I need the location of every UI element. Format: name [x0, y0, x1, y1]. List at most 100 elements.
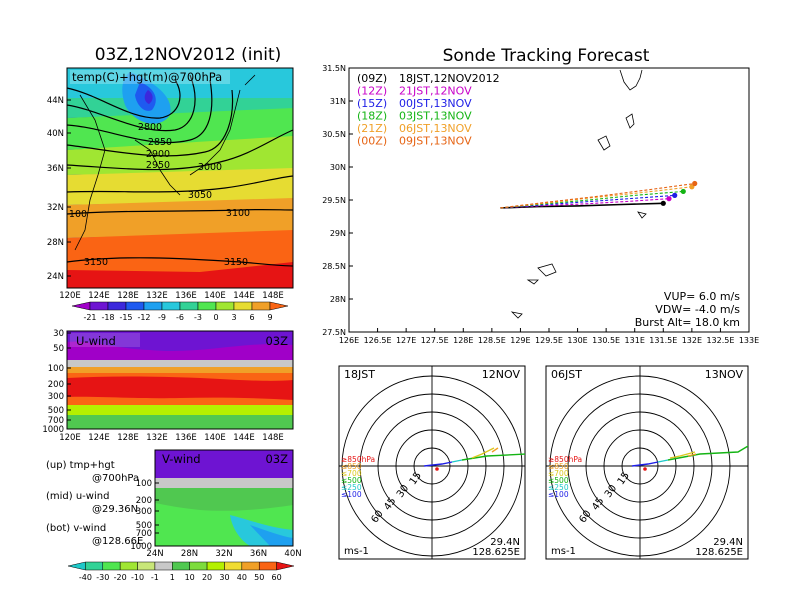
hodograph-level-label: ≤700 — [548, 469, 569, 478]
contour-label: 3100 — [226, 208, 250, 219]
hodograph-level-label: ≤850 — [548, 462, 569, 471]
pressure-tick-label: 200 — [136, 496, 152, 506]
burst-param: Burst Alt= 18.0 km — [635, 316, 740, 329]
temp-colorbar-swatch — [143, 301, 163, 311]
wind-colorbar-label: -40 — [79, 573, 92, 582]
lon-tick-label: 132E — [146, 433, 168, 443]
pressure-tick-label: 300 — [136, 507, 152, 517]
track-lat-tick-label: 27.5N — [322, 328, 346, 337]
note-line2: @700hPa — [92, 473, 139, 484]
temp-colorbar-label: 9 — [267, 313, 272, 322]
hodograph-lat: 29.4N — [713, 537, 743, 548]
wind-colorbar-label: 40 — [237, 573, 247, 582]
height-contours — [66, 74, 294, 267]
legend-text: 18JST,12NOV2012 — [399, 72, 500, 85]
track-line — [500, 198, 670, 209]
hodograph-trace — [461, 453, 525, 461]
uwind-cross-section: U-wind 03Z — [66, 330, 294, 430]
legend-code: (21Z) — [357, 122, 387, 135]
hodograph-unit: ms-1 — [344, 546, 369, 557]
track-lon-tick-label: 131.5E — [649, 336, 677, 345]
map-lat-axis: 44N 40N 36N 32N 28N 24N — [47, 96, 71, 282]
lon-tick-label: 140E — [204, 291, 226, 301]
hodograph-time: 18JST — [344, 368, 375, 381]
track-lon-tick-label: 126E — [339, 336, 359, 345]
hodograph-trace — [451, 459, 463, 463]
hodograph-lon: 128.625E — [472, 547, 520, 558]
note-line1: (mid) u-wind — [46, 491, 109, 502]
hodograph-date: 13NOV — [705, 368, 744, 381]
track-lat-tick-label: 30.5N — [322, 130, 346, 139]
temperature-map: 2800 2850 2900 2950 3000 3050 3100 100 3… — [66, 67, 294, 289]
temp-colorbar-label: -3 — [194, 313, 202, 322]
temp-colorbar-label: -18 — [101, 313, 114, 322]
hodograph-date: 12NOV — [482, 368, 521, 381]
contour-label: 2900 — [146, 149, 170, 160]
legend-code: (09Z) — [357, 72, 387, 85]
wind-colorbar-label: -20 — [114, 573, 127, 582]
wind-colorbar-swatch — [241, 561, 260, 571]
track-lat-tick-label: 29N — [330, 229, 346, 238]
legend-code: (00Z) — [357, 135, 387, 148]
contour-label: 100 — [69, 209, 87, 220]
lon-tick-label: 148E — [262, 433, 284, 443]
wind-colorbar-swatch — [206, 561, 225, 571]
track-lon-tick-label: 129.5E — [535, 336, 563, 345]
hodograph-lon: 128.625E — [695, 547, 743, 558]
contour-label: 2850 — [148, 137, 172, 148]
contour-label: 3150 — [224, 257, 248, 268]
temp-colorbar-swatch — [161, 301, 181, 311]
vup-param: VUP= 6.0 m/s — [664, 290, 740, 303]
track-line — [500, 202, 664, 209]
temp-colorbar-swatch — [125, 301, 145, 311]
note-line1: (bot) v-wind — [46, 523, 106, 534]
wind-colorbar-swatch — [276, 561, 295, 571]
contour-label: 3150 — [84, 257, 108, 268]
lon-tick-label: 148E — [262, 291, 284, 301]
wind-colorbar: -40 -30 -20 -10 -1 1 10 20 30 40 50 60 — [67, 561, 295, 582]
temp-colorbar-swatch — [107, 301, 127, 311]
track-lon-tick-label: 127E — [396, 336, 416, 345]
track-lon-tick-label: 128E — [453, 336, 473, 345]
temp-colorbar-swatch — [179, 301, 199, 311]
lon-tick-label: 120E — [59, 291, 81, 301]
coastlines — [74, 74, 256, 251]
pressure-tick-label: 100 — [48, 364, 64, 374]
wind-colorbar-label: 1 — [170, 573, 175, 582]
hodograph-level-label: ≥850hPa — [548, 455, 582, 464]
track-lon-tick-label: 130.5E — [592, 336, 620, 345]
track-map: (09Z) 18JST,12NOV2012 (12Z) 21JST,12NOV (15Z… — [348, 67, 750, 333]
track-lon-tick-label: 127.5E — [421, 336, 449, 345]
hodograph-trace — [471, 447, 495, 459]
panel-notes: (up) tmp+hgt @700hPa (mid) u-wind @29.36N (b… — [46, 460, 143, 547]
temp-colorbar-swatch — [215, 301, 235, 311]
lon-tick-label: 140E — [204, 433, 226, 443]
contour-label: 2800 — [138, 122, 162, 133]
lon-tick-label: 128E — [117, 291, 139, 301]
lon-tick-label: 144E — [233, 433, 255, 443]
wind-colorbar-label: -30 — [96, 573, 109, 582]
track-lon-tick-label: 130E — [567, 336, 587, 345]
note-line2: @29.36N — [92, 504, 138, 515]
wind-colorbar-swatch — [172, 561, 190, 571]
pressure-tick-label: 30 — [53, 329, 64, 339]
uwind-lon-axis: 120E 124E 128E 132E 136E 140E 144E 148E — [59, 433, 284, 443]
contour-label: 2950 — [146, 160, 170, 171]
legend-code: (18Z) — [357, 110, 387, 123]
pressure-tick-label: 700 — [48, 416, 64, 426]
pressure-tick-label: 1000 — [130, 542, 152, 552]
wind-colorbar-label: 50 — [254, 573, 264, 582]
track-end-point — [660, 200, 666, 206]
uwind-label: U-wind — [76, 334, 116, 348]
lat-tick-label: 28N — [181, 549, 198, 559]
hodograph-level-label: ≥850hPa — [341, 455, 375, 464]
pressure-tick-label: 1000 — [42, 425, 64, 435]
wind-colorbar-swatch — [154, 561, 173, 571]
lon-tick-label: 136E — [175, 433, 197, 443]
wind-colorbar-label: 60 — [272, 573, 282, 582]
hodograph-level-label: ≤500 — [341, 476, 362, 485]
temp-colorbar-swatch — [197, 301, 217, 311]
track-end-point — [672, 192, 678, 198]
track-lat-tick-label: 28N — [330, 295, 346, 304]
pressure-tick-label: 700 — [136, 529, 152, 539]
